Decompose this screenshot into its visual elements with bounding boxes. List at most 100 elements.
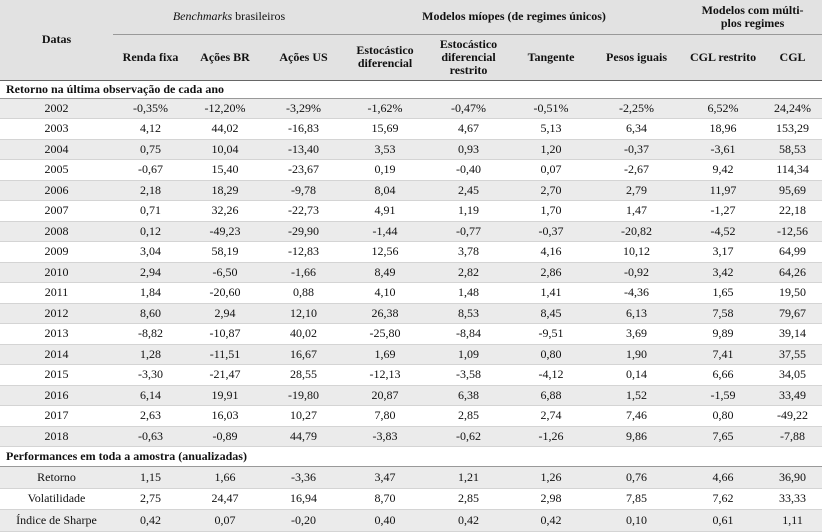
value-cell: 7,62 [683,488,764,510]
header-line: Estocástico [439,36,498,51]
row-label: Volatilidade [0,488,113,510]
row-label: 2014 [0,344,113,365]
value-cell: -21,47 [188,364,262,386]
group-header: Modelos com múlti-plos regimes [683,0,822,35]
value-cell: 3,53 [345,139,426,160]
value-cell: 16,67 [262,344,346,365]
value-cell: 8,04 [345,180,426,201]
data-row: Índice de Sharpe 0,42 0,07 -0,20 0,40 0,42 0,4… [0,509,822,532]
value-cell: 1,21 [425,466,513,489]
value-cell: 15,40 [188,159,262,181]
value-cell: 0,88 [262,282,346,304]
row-label: 2009 [0,241,113,263]
value-cell: -9,78 [262,180,346,201]
corner-header: Datas [0,0,113,81]
value-cell: 3,17 [683,241,764,263]
row-label: 2003 [0,118,113,140]
value-cell: 1,09 [425,344,513,365]
value-cell: -1,26 [512,426,591,447]
value-cell: 18,29 [188,180,262,201]
value-cell: 3,04 [113,241,188,263]
value-cell: 8,70 [345,488,426,510]
value-cell: 0,12 [113,221,188,242]
value-cell: 3,78 [425,241,513,263]
group-header: Benchmarks brasileiros [113,0,346,35]
value-cell: 95,69 [763,180,822,201]
value-cell: -3,36 [262,466,346,489]
value-cell: 1,26 [512,466,591,489]
value-cell: 2,75 [113,488,188,510]
value-cell: 0,93 [425,139,513,160]
value-cell: 7,80 [345,405,426,427]
header-line: CGL [779,49,806,64]
data-row: Retorno 1,15 1,66 -3,36 3,47 1,21 1,26 0,76 4,66… [0,466,822,489]
value-cell: 1,69 [345,344,426,365]
value-cell: 8,49 [345,262,426,283]
section-title: Performances em toda a amostra (anualiza… [0,446,822,467]
value-cell: -1,66 [262,262,346,283]
value-cell: 2,70 [512,180,591,201]
value-cell: 1,84 [113,282,188,304]
header-line: Ações US [279,49,328,64]
header-line: diferencial [357,56,413,70]
value-cell: 44,79 [262,426,346,447]
value-cell: -20,60 [188,282,262,304]
value-cell: 1,52 [590,385,684,406]
value-cell: 58,53 [763,139,822,160]
value-cell: 1,11 [763,509,822,532]
value-cell: -0,62 [425,426,513,447]
data-row: 2008 0,12 -49,23 -29,90 -1,44 -0,77 -0,37 -20,8… [0,221,822,242]
row-label: 2007 [0,200,113,222]
value-cell: -13,40 [262,139,346,160]
data-row: 2010 2,94 -6,50 -1,66 8,49 2,82 2,86 -0,92 3,42 6… [0,262,822,283]
header-line: CGL restrito [689,49,757,64]
value-cell: -6,50 [188,262,262,283]
value-cell: 1,15 [113,466,188,489]
row-label: 2008 [0,221,113,242]
value-cell: 5,13 [512,118,591,140]
value-cell: -0,63 [113,426,188,447]
value-cell: -3,58 [425,364,513,386]
value-cell: 33,33 [763,488,822,510]
value-cell: -11,51 [188,344,262,365]
column-header: CGL restrito [683,34,764,81]
value-cell: -0,40 [425,159,513,181]
value-cell: -12,56 [763,221,822,242]
group-text: brasileiros [235,9,286,24]
data-row: Volatilidade 2,75 24,47 16,94 8,70 2,85 2,98 7,… [0,488,822,510]
data-row: 2017 2,63 16,03 10,27 7,80 2,85 2,74 7,46 0,80 -4… [0,405,822,427]
value-cell: 7,41 [683,344,764,365]
column-header: Tangente [512,34,591,81]
value-cell: 4,67 [425,118,513,140]
value-cell: 19,91 [188,385,262,406]
value-cell: 153,29 [763,118,822,140]
value-cell: 0,07 [188,509,262,532]
value-cell: 0,07 [512,159,591,181]
group-header: Modelos míopes (de regimes únicos) [345,0,684,35]
value-cell: 58,19 [188,241,262,263]
value-cell: 34,05 [763,364,822,386]
value-cell: -0,35% [113,98,188,119]
value-cell: -8,84 [425,323,513,345]
value-cell: 2,85 [425,405,513,427]
value-cell: 114,34 [763,159,822,181]
value-cell: -0,37 [590,139,684,160]
value-cell: 37,55 [763,344,822,365]
value-cell: 33,49 [763,385,822,406]
value-cell: 1,66 [188,466,262,489]
value-cell: 12,56 [345,241,426,263]
value-cell: 20,87 [345,385,426,406]
value-cell: 1,28 [113,344,188,365]
row-label: 2006 [0,180,113,201]
value-cell: 9,86 [590,426,684,447]
value-cell: 4,10 [345,282,426,304]
row-label: 2017 [0,405,113,427]
value-cell: -4,36 [590,282,684,304]
value-cell: 6,52% [683,98,764,119]
section-row: Performances em toda a amostra (anualiza… [0,446,822,467]
value-cell: -10,87 [188,323,262,345]
value-cell: -3,61 [683,139,764,160]
header-line: Estocástico [356,43,414,57]
